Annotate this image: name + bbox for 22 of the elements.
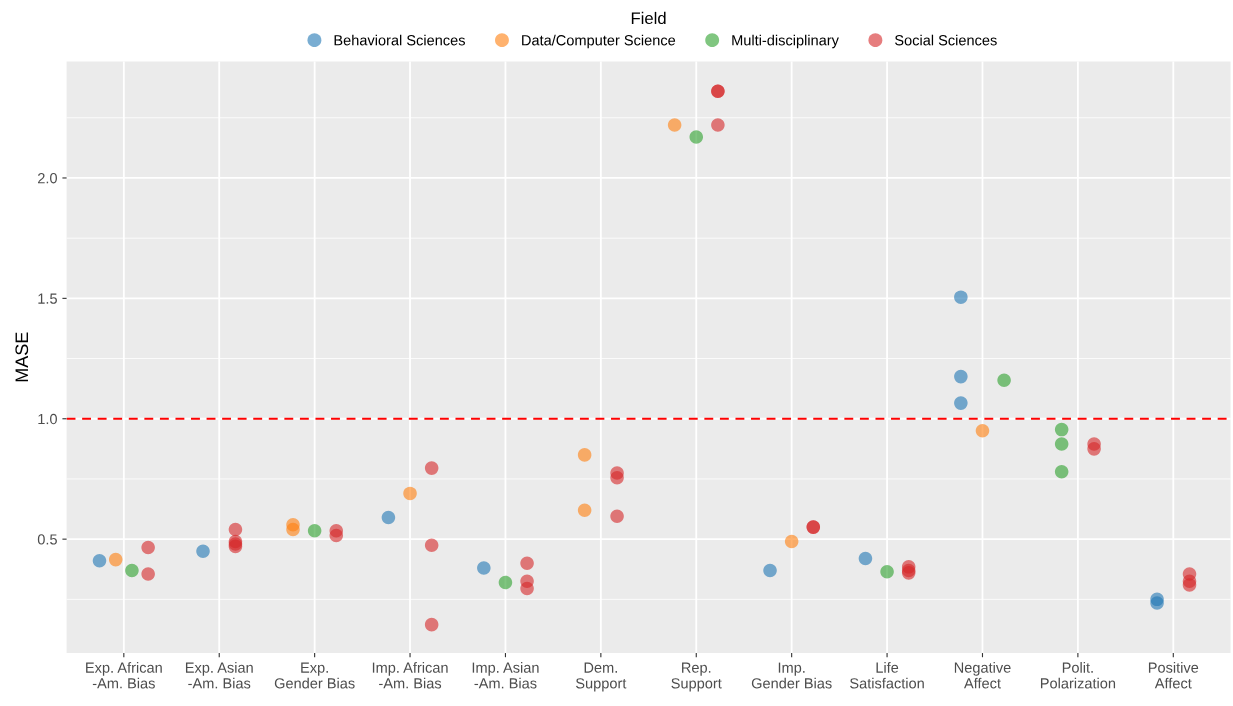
- x-tick-label: Exp. Gender Bias: [274, 662, 355, 689]
- x-tick-label: Rep. Support: [671, 662, 722, 692]
- y-tick-label: 0.5: [37, 534, 57, 545]
- legend-label: Behavioral Sciences: [334, 34, 465, 46]
- x-tick-label: Negative Affect: [954, 662, 1011, 689]
- legend-title: Field: [631, 11, 666, 25]
- x-tick-label: Imp. Gender Bias: [751, 662, 832, 689]
- x-tick-label: Imp. African -Am. Bias: [372, 662, 448, 689]
- x-tick-label: Exp. African -Am. Bias: [86, 662, 162, 689]
- x-tick-label: Dem. Support: [575, 662, 627, 692]
- x-tick-label: Positive Affect: [1148, 662, 1199, 689]
- y-tick-label: 1.5: [38, 293, 57, 304]
- legend-label: Multi-disciplinary: [732, 34, 839, 49]
- x-tick-label: Exp. Asian -Am. Bias: [185, 662, 253, 689]
- x-tick-label: Life Satisfaction: [850, 662, 924, 689]
- legend-label: Social Sciences: [895, 34, 997, 46]
- x-tick-label: Polit. Polarization: [1040, 662, 1116, 689]
- y-axis-title: MASE: [15, 332, 29, 382]
- x-tick-label: Imp. Asian -Am. Bias: [472, 662, 539, 689]
- y-tick-label: 2.0: [38, 173, 57, 184]
- legend-label: Data/Computer Science: [522, 34, 676, 49]
- y-tick-label: 1.0: [38, 413, 57, 425]
